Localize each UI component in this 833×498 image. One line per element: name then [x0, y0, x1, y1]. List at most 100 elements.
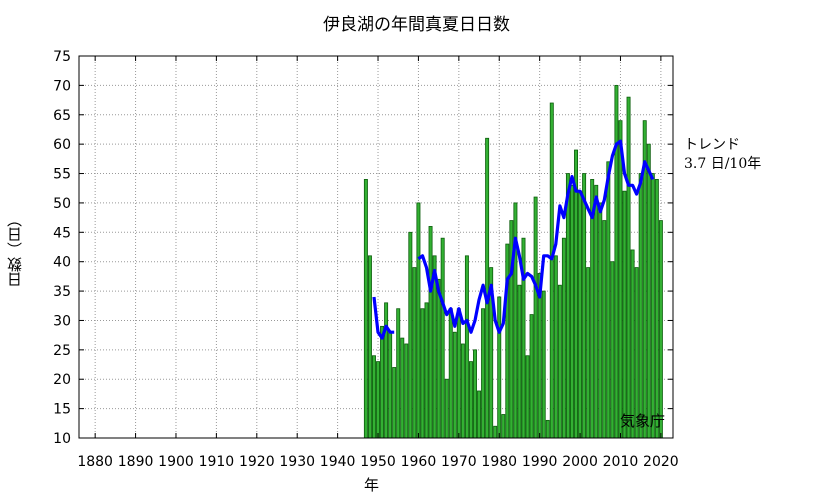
- trend-label: トレンド: [684, 137, 740, 153]
- bar: [376, 361, 380, 439]
- bar: [505, 243, 510, 439]
- bar: [622, 190, 627, 439]
- bar: [610, 261, 615, 439]
- bar: [481, 308, 486, 439]
- bar: [468, 361, 473, 439]
- bar: [582, 173, 587, 439]
- y-tick-label: 60: [53, 137, 71, 153]
- source-credit: 気象庁: [620, 412, 666, 430]
- bar: [578, 190, 583, 439]
- trend-annotation: トレンド 3.7 日/10年: [684, 136, 761, 174]
- bar: [638, 173, 643, 439]
- y-tick-label: 45: [53, 225, 71, 241]
- x-tick-label: 1900: [158, 454, 194, 470]
- bar: [553, 255, 558, 439]
- bar: [464, 255, 469, 439]
- bar: [545, 419, 550, 439]
- moving-average-line: [417, 139, 655, 334]
- bar: [594, 184, 599, 439]
- bar: [416, 202, 421, 439]
- x-tick-label: 1930: [279, 454, 315, 470]
- bar: [444, 378, 449, 439]
- bar: [541, 290, 546, 439]
- bar: [626, 96, 631, 439]
- plot-frame: [78, 55, 674, 439]
- bar: [529, 314, 534, 439]
- bar: [570, 184, 574, 439]
- x-tick-label: 1980: [481, 454, 517, 470]
- y-tick-label: 50: [53, 196, 71, 212]
- y-tick-label: 40: [53, 255, 71, 271]
- bar: [440, 237, 445, 439]
- bar: [380, 325, 385, 439]
- bar: [497, 296, 502, 439]
- bar: [384, 302, 389, 439]
- bar: [396, 308, 401, 439]
- bar: [363, 179, 368, 439]
- x-axis-label: 年: [364, 476, 380, 494]
- x-tick-label: 1910: [199, 454, 235, 470]
- bar: [586, 267, 591, 439]
- x-tick-label: 2020: [643, 454, 679, 470]
- y-tick-label: 55: [53, 167, 71, 183]
- bar: [618, 120, 623, 439]
- x-tick-label: 1920: [239, 454, 275, 470]
- bar: [493, 425, 498, 439]
- bar: [392, 367, 397, 439]
- bar: [477, 390, 482, 439]
- y-tick-label: 30: [53, 313, 71, 329]
- bar: [436, 278, 441, 439]
- x-tick-label: 1950: [360, 454, 396, 470]
- y-tick-label: 10: [53, 431, 71, 447]
- x-tick-label: 1890: [118, 454, 154, 470]
- y-tick-label: 15: [53, 402, 71, 418]
- x-tick-label: 1990: [522, 454, 558, 470]
- bar: [388, 331, 393, 439]
- bar: [549, 102, 554, 439]
- bar: [654, 179, 659, 439]
- bar: [501, 414, 506, 439]
- y-tick-label: 35: [53, 284, 71, 300]
- chart-title: 伊良湖の年間真夏日日数: [323, 15, 510, 35]
- bar: [650, 173, 655, 439]
- x-tick-label: 1970: [441, 454, 477, 470]
- x-tick-label: 1960: [401, 454, 437, 470]
- bar: [485, 137, 490, 439]
- x-tick-label: 2010: [603, 454, 639, 470]
- x-tick-label: 2000: [562, 454, 598, 470]
- bar: [408, 231, 413, 439]
- bar: [428, 226, 433, 439]
- bar: [574, 149, 578, 439]
- bar: [372, 355, 376, 439]
- bar: [452, 331, 457, 439]
- bar: [533, 196, 538, 439]
- bar: [448, 308, 453, 439]
- y-tick-label: 75: [53, 49, 71, 65]
- y-tick-label: 20: [53, 372, 71, 388]
- bar: [420, 308, 425, 439]
- y-tick-label: 65: [53, 108, 71, 124]
- bar: [412, 267, 417, 439]
- bar: [646, 143, 651, 439]
- bar: [367, 255, 372, 439]
- bar: [456, 308, 461, 439]
- bar: [602, 220, 607, 439]
- moving-average-line: [372, 296, 395, 340]
- bar: [460, 343, 465, 439]
- trend-value: 3.7 日/10年: [684, 156, 762, 172]
- bar: [525, 355, 530, 439]
- bar: [424, 302, 429, 439]
- bar: [404, 343, 409, 439]
- bar: [557, 284, 562, 439]
- bar: [658, 220, 663, 439]
- y-tick-label: 70: [53, 78, 71, 94]
- bar: [598, 202, 603, 439]
- bar: [614, 84, 619, 439]
- bar: [561, 237, 566, 439]
- bar: [473, 349, 477, 439]
- y-tick-label: 25: [53, 343, 71, 359]
- bar: [606, 161, 611, 439]
- x-tick-label: 1940: [320, 454, 356, 470]
- x-tick-label: 1880: [77, 454, 113, 470]
